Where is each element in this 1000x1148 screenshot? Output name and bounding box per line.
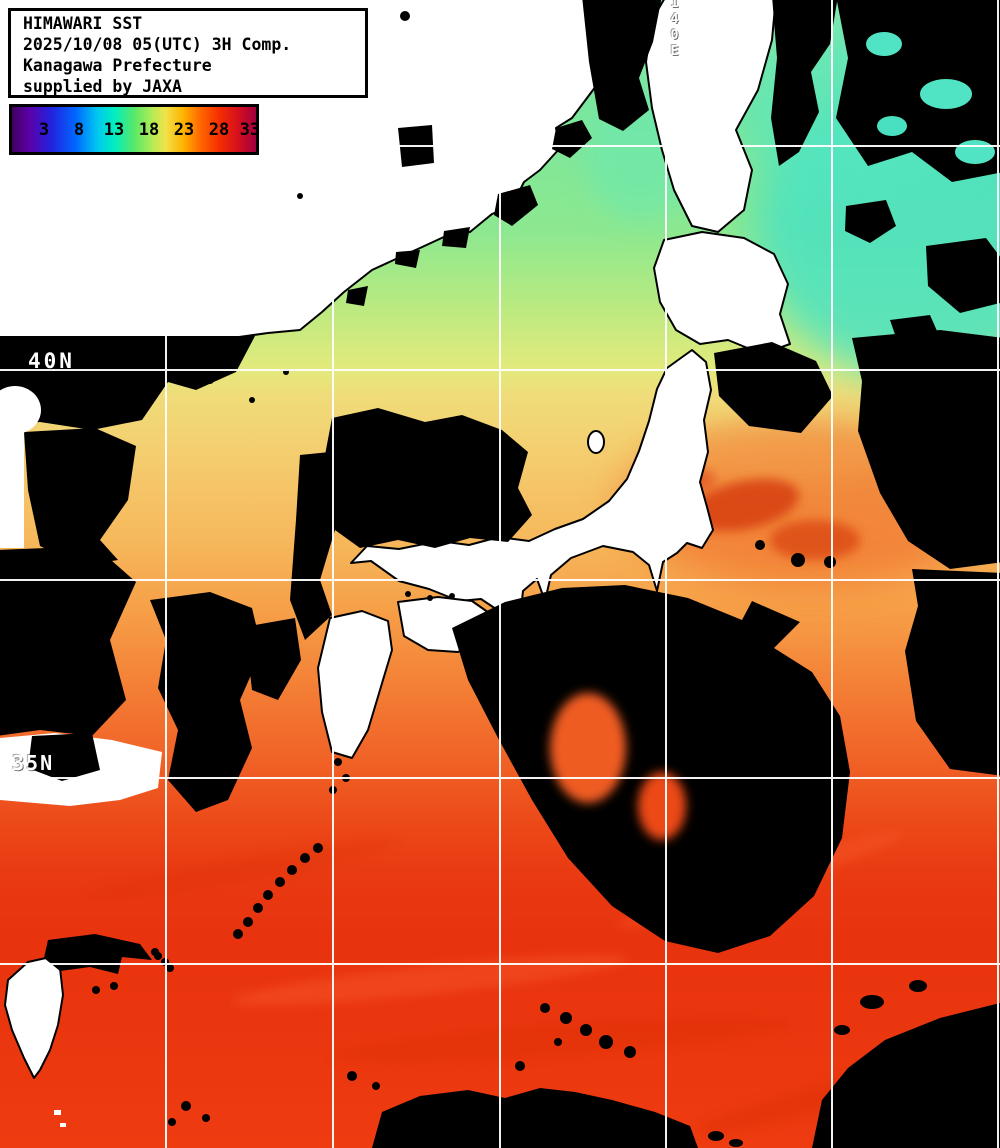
latitude-label-40n: 40N — [28, 349, 75, 373]
temperature-color-scale: 3 8 13 18 23 28 33 — [9, 104, 261, 155]
hokkaido-north-landmass — [645, 0, 777, 233]
scale-tick-28: 28 — [208, 119, 230, 140]
cloud-mask-holes — [0, 32, 995, 1127]
longitude-label-140e: 140E — [667, 0, 682, 60]
latitude-label-35n: 35N — [12, 751, 55, 775]
scale-tick-8: 8 — [73, 119, 85, 140]
left-edge-no-data-sliver — [0, 420, 24, 548]
region-line: Kanagawa Prefecture — [23, 56, 212, 75]
scale-tick-18: 18 — [138, 119, 160, 140]
scale-tick-23: 23 — [173, 119, 195, 140]
supplier-line: supplied by JAXA — [23, 77, 182, 96]
timestamp-line: 2025/10/08 05(UTC) 3H Comp. — [23, 35, 292, 54]
scale-tick-33: 33 — [239, 119, 261, 140]
product-name: HIMAWARI SST — [23, 14, 143, 33]
legend-title-box: HIMAWARI SST 2025/10/08 05(UTC) 3H Comp.… — [8, 8, 368, 98]
taiwan-landmass — [4, 957, 64, 1079]
kyushu-landmass — [317, 610, 393, 759]
sado-island — [587, 430, 605, 454]
scale-tick-13: 13 — [103, 119, 125, 140]
scale-tick-3: 3 — [38, 119, 50, 140]
